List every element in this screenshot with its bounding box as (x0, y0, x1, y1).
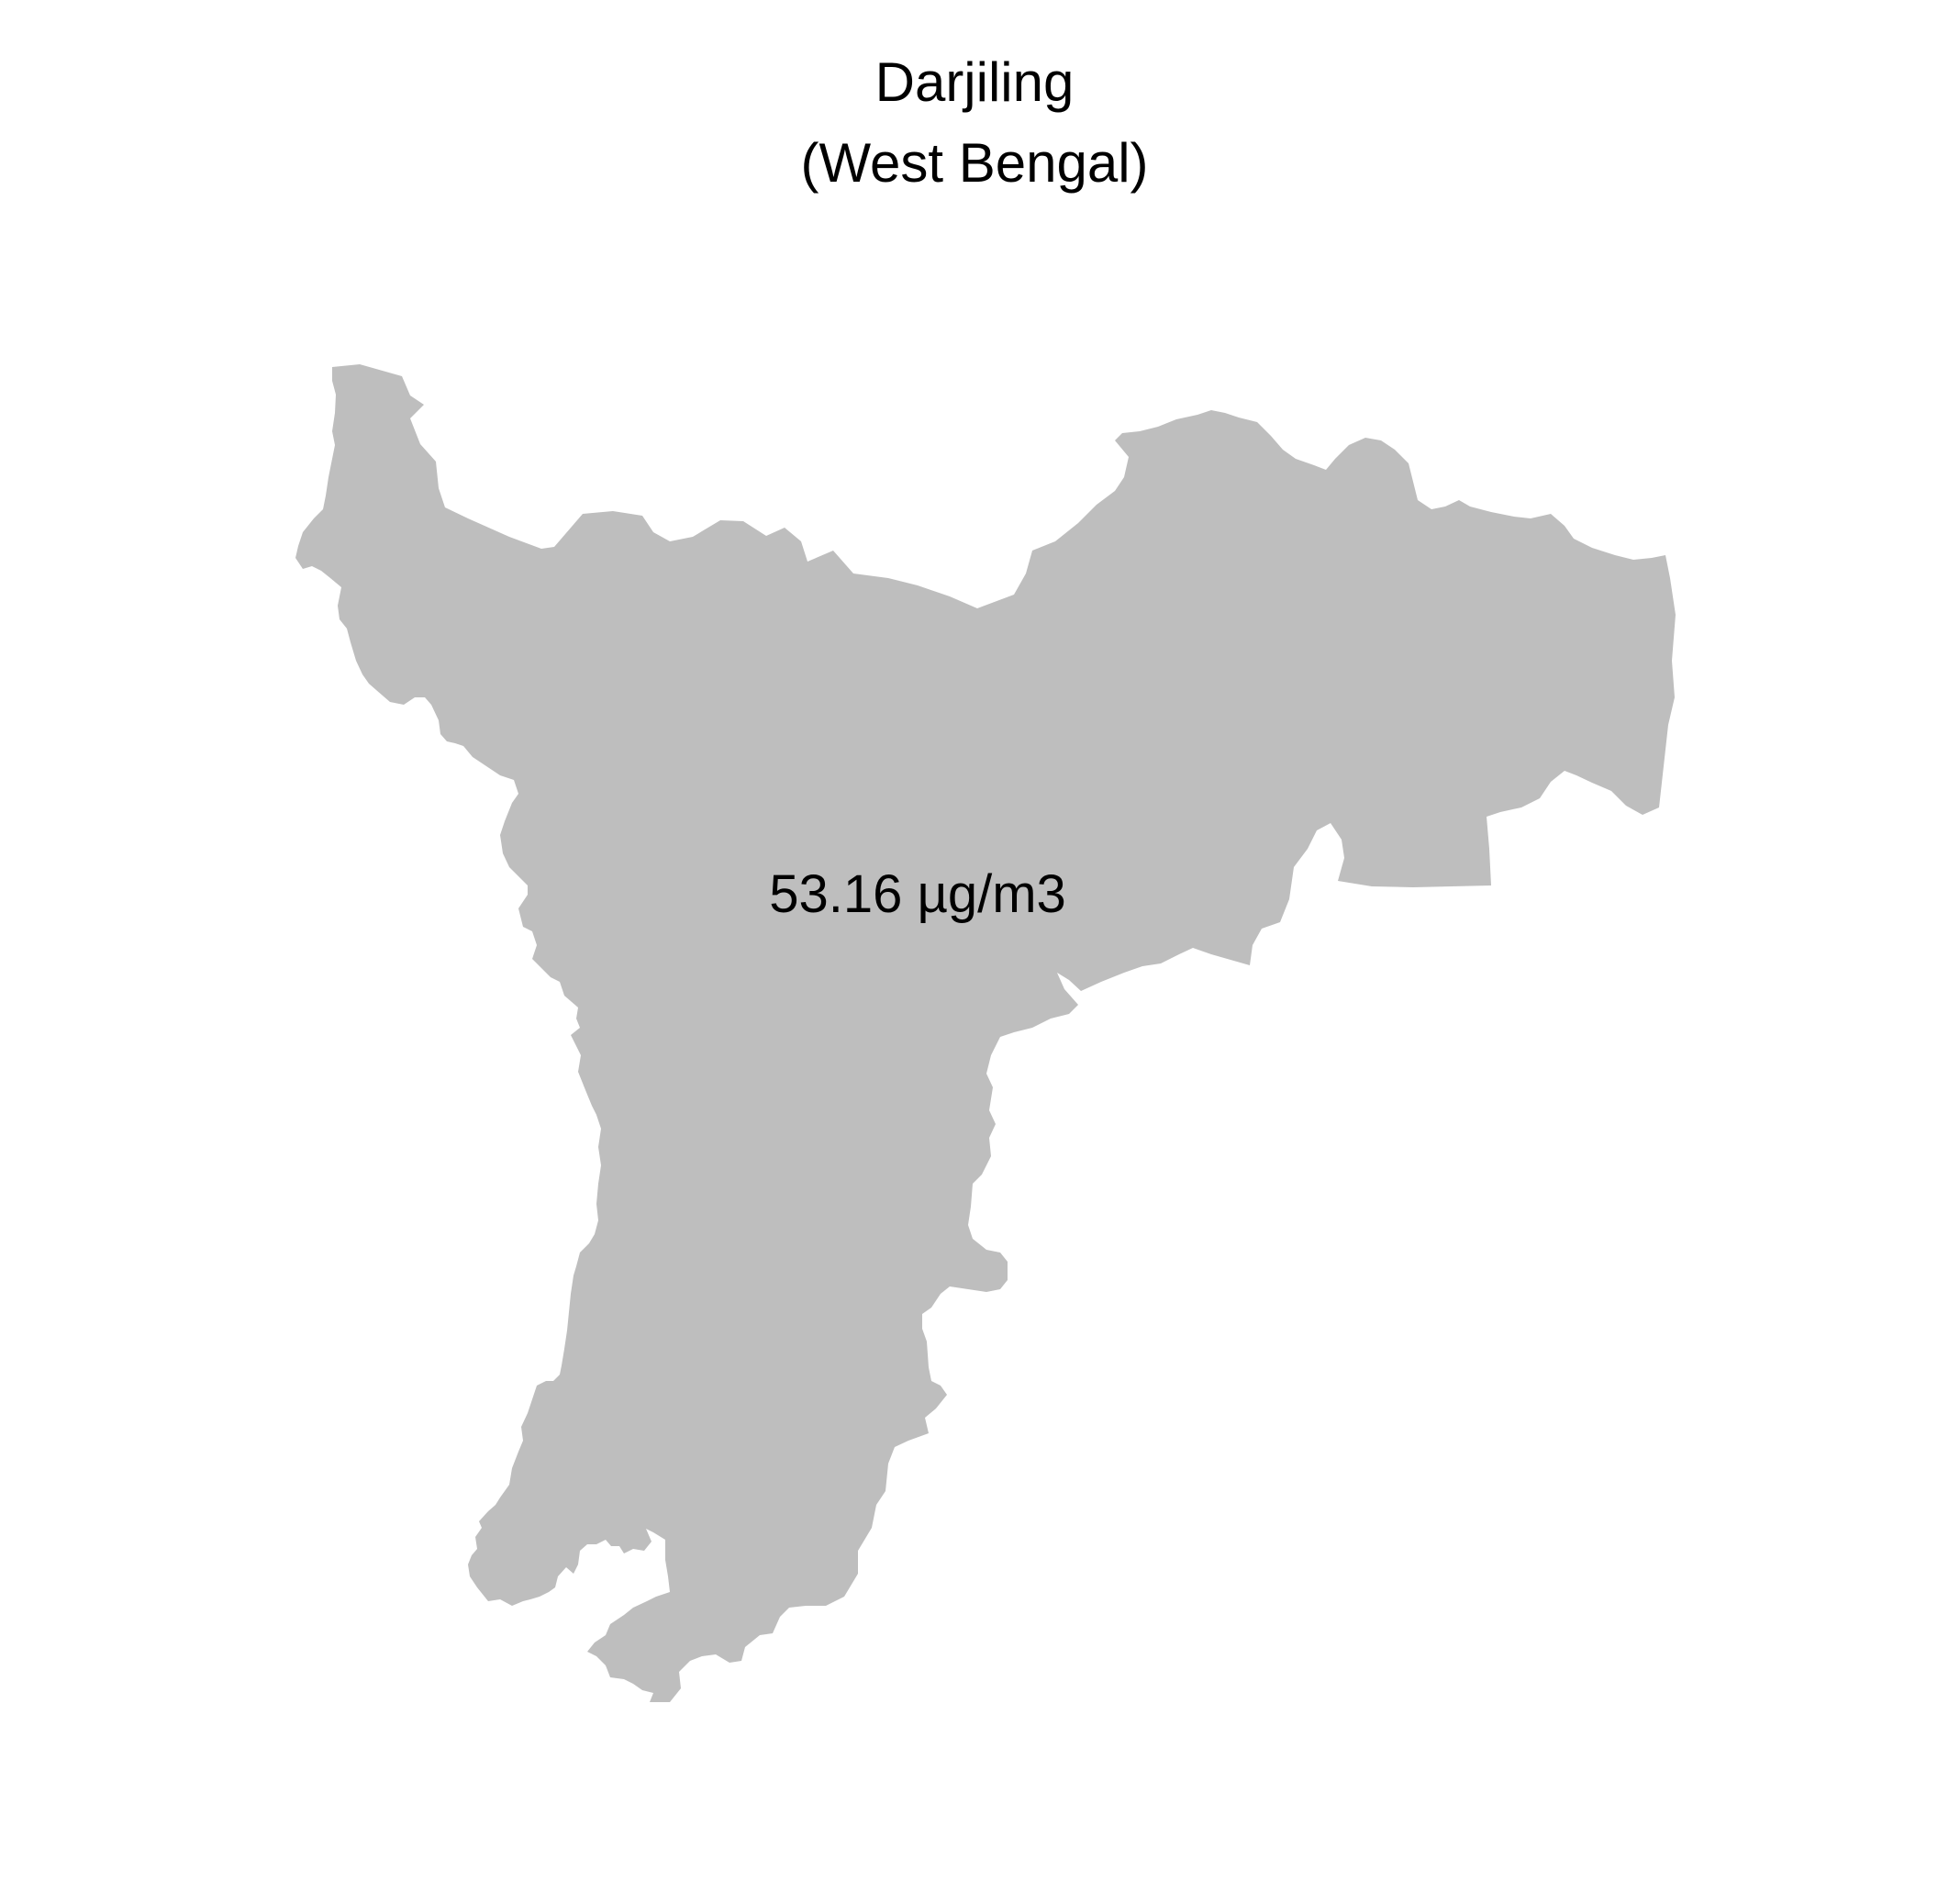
district-region-darjiling (295, 364, 1676, 1702)
map-title: Darjiling (West Bengal) (0, 42, 1949, 204)
title-state: (West Bengal) (800, 132, 1149, 194)
region-value-label: 53.16 µg/m3 (769, 864, 1066, 924)
title-district: Darjiling (874, 51, 1075, 113)
